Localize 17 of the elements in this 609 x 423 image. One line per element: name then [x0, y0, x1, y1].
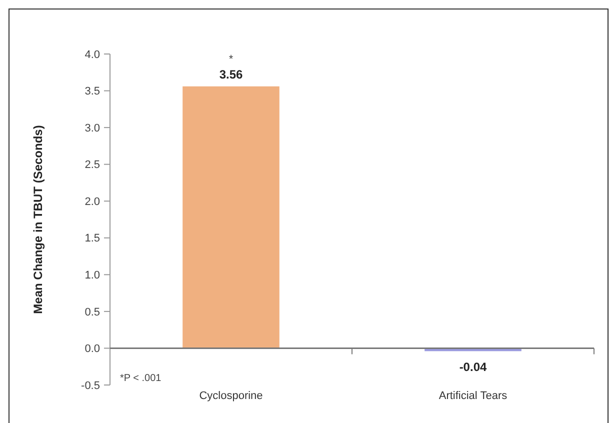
y-tick-label: 2.5 — [84, 159, 100, 172]
data-label: -0.04 — [459, 360, 487, 374]
y-axis-title: Mean Change in TBUT (Seconds) — [31, 125, 45, 314]
x-tick-label: Artificial Tears — [438, 390, 508, 402]
y-tick-label: 1.5 — [84, 232, 100, 245]
x-tick-label: Cyclosporine — [199, 390, 263, 402]
data-label: 3.56 — [219, 67, 243, 82]
y-tick-label: 3.0 — [84, 122, 100, 134]
y-tick-label: 2.0 — [84, 196, 100, 208]
y-tick-label: 4.0 — [84, 48, 100, 61]
annotation: *P < .001 — [120, 373, 162, 384]
y-tick-label: -0.5 — [81, 380, 100, 392]
annotation: * — [228, 53, 234, 66]
y-tick-label: 3.5 — [84, 86, 100, 98]
y-tick-label: 0.0 — [84, 343, 100, 356]
y-tick-label: 0.5 — [84, 306, 100, 318]
y-tick-label: 1.0 — [84, 270, 100, 282]
